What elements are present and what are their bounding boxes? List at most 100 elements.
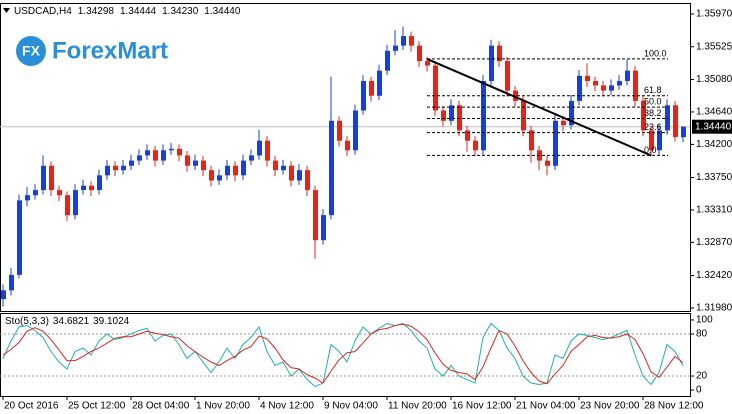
candle-body	[681, 126, 686, 138]
candle-body	[273, 160, 278, 171]
candle-body	[105, 165, 110, 176]
x-tick-label: 21 Nov 04:00	[516, 401, 576, 412]
header-value: 1.34230	[162, 6, 199, 17]
candle-body	[177, 148, 182, 156]
y-tick-label: 80	[696, 329, 708, 340]
logo-text: ForexMart	[52, 37, 168, 64]
candle-body	[521, 100, 526, 131]
candle-body	[17, 200, 22, 275]
logo-icon	[16, 36, 46, 66]
y-tick-label: 1.31980	[696, 303, 732, 314]
x-tick-label: 25 Oct 12:00	[68, 401, 126, 412]
x-tick-label: 9 Nov 04:00	[324, 401, 378, 412]
y-tick-label: 1.35525	[696, 41, 732, 52]
candle-body	[457, 105, 462, 131]
candle-body	[185, 155, 190, 166]
candle-body	[65, 195, 70, 216]
candle-body	[89, 185, 94, 191]
x-tick-label: 4 Nov 12:00	[260, 401, 314, 412]
candle-body	[233, 165, 238, 176]
candle-body	[129, 160, 134, 166]
fib-label: 23.6	[644, 122, 662, 132]
candle-body	[193, 160, 198, 166]
candle-body	[473, 140, 478, 151]
candle-body	[161, 150, 166, 161]
candle-body	[121, 165, 126, 171]
x-tick-label: 1 Nov 20:00	[196, 401, 250, 412]
fib-label: 61.8	[644, 85, 662, 95]
y-tick-label: 1.32870	[696, 237, 732, 248]
candle-body	[289, 165, 294, 181]
y-tick-label: 1.32420	[696, 270, 732, 281]
candle-body	[393, 45, 398, 51]
logo: FX ForexMart	[16, 36, 168, 66]
candle-body	[481, 81, 486, 151]
candle-body	[361, 81, 366, 111]
candle-body	[465, 130, 470, 141]
fib-label: 50.0	[644, 97, 662, 107]
candle-body	[641, 100, 646, 131]
candle-body	[1, 290, 6, 300]
logo-icon-text: FX	[22, 43, 41, 59]
candle-body	[305, 170, 310, 191]
main-frame	[0, 3, 691, 312]
candle-body	[329, 120, 334, 216]
candle-body	[153, 150, 158, 161]
candle-body	[113, 165, 118, 171]
candle-body	[201, 160, 206, 171]
header-arrow	[3, 8, 10, 13]
candle-body	[145, 150, 150, 156]
candle-body	[545, 160, 550, 166]
candle-body	[569, 100, 574, 126]
candle-body	[513, 90, 518, 101]
x-tick-label: 28 Nov 12:00	[644, 401, 704, 412]
y-tick-label: 1.35080	[696, 74, 732, 85]
x-tick-label: 28 Oct 04:00	[132, 401, 190, 412]
candle-body	[345, 140, 350, 151]
candle-body	[33, 190, 38, 196]
candle-body	[649, 130, 654, 151]
y-tick-label: 1.33310	[696, 205, 732, 216]
candle-body	[657, 130, 662, 151]
candle-body	[49, 165, 54, 191]
header-value: 1.34444	[120, 6, 157, 17]
candle-body	[25, 195, 30, 201]
candle-body	[209, 170, 214, 181]
fib-label: 0.0	[644, 145, 657, 155]
candle-body	[529, 130, 534, 151]
fib-label: 100.0	[644, 48, 667, 58]
candle-body	[353, 110, 358, 151]
x-tick-label: 11 Nov 20:00	[388, 401, 447, 412]
candle-body	[97, 175, 102, 191]
candle-body	[241, 160, 246, 176]
candle-body	[665, 105, 670, 131]
header-value: 1.34440	[204, 6, 241, 17]
y-tick-label: 100	[696, 315, 713, 326]
candle-body	[441, 110, 446, 121]
x-tick-label: 20 Oct 2016	[4, 401, 59, 412]
price-tag	[692, 119, 732, 134]
candle-body	[497, 45, 502, 62]
candle-body	[321, 215, 326, 241]
candle-body	[377, 70, 382, 96]
candle-body	[449, 105, 454, 121]
candle-body	[633, 70, 638, 101]
candle-body	[281, 165, 286, 171]
y-tick-label: 1.34200	[696, 139, 732, 150]
candle-body	[249, 155, 254, 161]
x-tick-label: 23 Nov 20:00	[580, 401, 640, 412]
y-tick-label: 1.35970	[696, 9, 732, 20]
candle-body	[137, 155, 142, 161]
y-tick-label: 1.34640	[696, 107, 732, 118]
price-tag-label: 1.34440	[695, 121, 732, 132]
candle-body	[313, 190, 318, 241]
candle-body	[609, 85, 614, 91]
candle-body	[433, 65, 438, 111]
indicator-value: Sto(5,3,3)	[5, 316, 49, 327]
candle-body	[337, 120, 342, 141]
candle-body	[57, 190, 62, 196]
candle-body	[673, 105, 678, 138]
candle-body	[593, 81, 598, 86]
candle-body	[257, 140, 262, 156]
